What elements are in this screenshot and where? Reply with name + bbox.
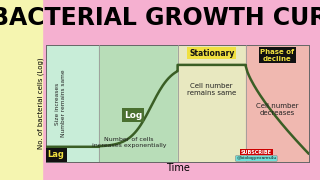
Text: Size increases
Number remains same: Size increases Number remains same <box>55 70 67 137</box>
Text: Stationary: Stationary <box>189 48 234 57</box>
X-axis label: Time: Time <box>166 163 189 173</box>
Text: Lag: Lag <box>48 150 65 159</box>
Y-axis label: No. of bacterial cells (Log): No. of bacterial cells (Log) <box>37 58 44 149</box>
Text: BACTERIAL GROWTH CURVE: BACTERIAL GROWTH CURVE <box>0 6 320 30</box>
Text: Phase of
decline: Phase of decline <box>260 48 294 62</box>
Text: SUBSCRIBE: SUBSCRIBE <box>241 150 272 155</box>
Bar <box>46 45 99 162</box>
Text: @biologyexams4u: @biologyexams4u <box>236 156 276 161</box>
Text: Log: Log <box>124 111 142 120</box>
Text: Cell number
decreases: Cell number decreases <box>256 103 299 116</box>
Text: Cell number
remains same: Cell number remains same <box>187 83 236 96</box>
Bar <box>178 45 246 162</box>
Bar <box>99 45 178 162</box>
Bar <box>246 45 309 162</box>
Bar <box>0 0 42 180</box>
Text: Number of cells
increases exponentially: Number of cells increases exponentially <box>92 136 166 148</box>
